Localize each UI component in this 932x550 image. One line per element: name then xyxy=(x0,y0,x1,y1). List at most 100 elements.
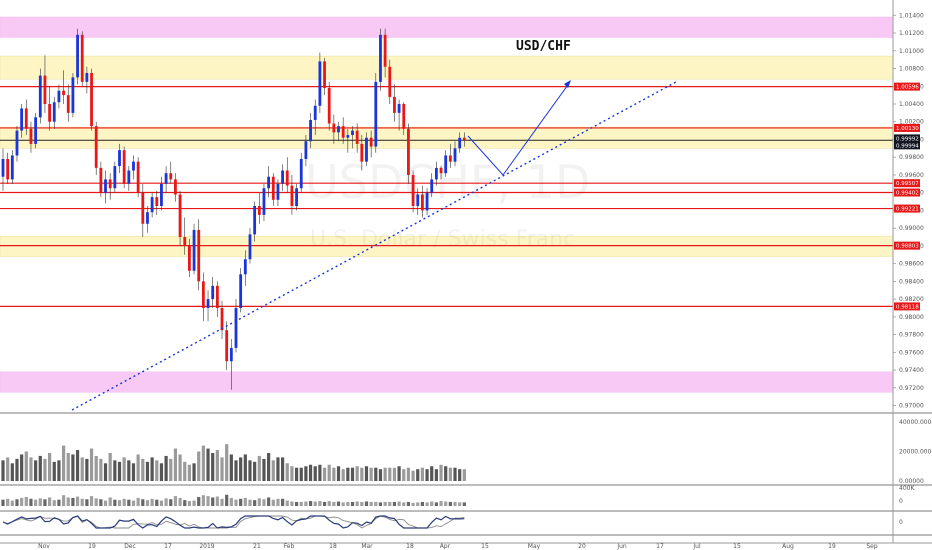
time-tick-label: Sep xyxy=(866,543,878,550)
candle-body xyxy=(397,104,401,113)
volume-bar xyxy=(369,467,373,481)
candle-body xyxy=(183,237,187,246)
time-axis[interactable]: Nov 19 Dec 17 2019 21 Feb 18 Mar 18 Apr 15 May 20 Jun 1… xyxy=(0,542,932,550)
indicator-bar xyxy=(211,497,215,506)
volume-bar xyxy=(262,458,266,481)
candle-body xyxy=(6,158,10,180)
volume-tick-label: 0.00000 xyxy=(899,478,924,485)
volume-bar xyxy=(211,452,215,481)
indicator-bar xyxy=(29,498,33,506)
volume-tick-label: 20000.00000 xyxy=(899,449,932,456)
time-tick-label: 15 xyxy=(481,543,489,550)
indicator-bar xyxy=(239,498,243,506)
time-tick-label: Dec xyxy=(124,543,136,550)
time-tick-label: 17 xyxy=(164,543,172,550)
zone-pink xyxy=(0,371,894,393)
volume-bar xyxy=(411,470,415,481)
price-label-text: 0.98118 xyxy=(896,304,919,310)
indicator-bar xyxy=(48,497,52,506)
indicator-bar xyxy=(271,499,275,506)
volume-bar xyxy=(346,467,350,481)
candle-body xyxy=(15,130,19,156)
candle-body xyxy=(229,347,233,362)
indicator-bar xyxy=(220,498,224,506)
volume-bar xyxy=(61,445,66,481)
candle-body xyxy=(323,61,326,89)
price-tick-label: 0.97800 xyxy=(899,332,924,339)
volume-bar xyxy=(187,464,191,481)
time-tick-label: Jun xyxy=(616,543,627,550)
watermark-name: U.S. Dollar / Swiss Franc xyxy=(310,227,575,252)
time-tick-label: 2019 xyxy=(199,543,214,550)
time-tick-label: Jul xyxy=(692,543,701,550)
candle-body xyxy=(281,170,284,184)
volume-bar xyxy=(402,469,406,481)
volume-bar xyxy=(253,461,257,481)
volume-bar xyxy=(234,460,238,481)
candle-body xyxy=(337,126,340,133)
candle-body xyxy=(113,166,117,189)
volume-bar xyxy=(197,451,201,481)
indicator-bar xyxy=(458,502,462,506)
indicator-bar xyxy=(304,501,308,506)
volume-bar xyxy=(304,466,308,481)
candle-body xyxy=(290,185,294,206)
watermark-symbol: USDCHF, 1D xyxy=(305,155,590,209)
volume-bar xyxy=(141,458,145,481)
candle-body xyxy=(318,61,322,106)
volume-bar xyxy=(94,455,98,481)
candle-body xyxy=(150,197,154,213)
indicator-bar xyxy=(225,494,229,506)
volume-bar xyxy=(108,452,112,481)
level-lines xyxy=(0,86,893,308)
candle-body xyxy=(351,130,354,136)
oscillator-line xyxy=(2,515,465,529)
candle-body xyxy=(197,229,201,282)
volume-bar xyxy=(43,458,47,481)
volume-bar xyxy=(10,463,14,481)
volume-bar xyxy=(150,457,154,481)
candle-body xyxy=(118,150,121,167)
indicator-bar xyxy=(402,502,406,506)
candle-body xyxy=(365,137,368,162)
volume-bar xyxy=(215,450,219,481)
volume-bar xyxy=(383,467,387,481)
indicator-bar xyxy=(416,502,420,506)
volume-bar xyxy=(285,463,289,481)
candle-body xyxy=(211,285,215,300)
zone-yellow xyxy=(0,126,894,149)
price-label-box xyxy=(894,188,920,197)
candle-body xyxy=(234,308,238,348)
candle-body xyxy=(62,90,65,96)
indicator-bar xyxy=(178,497,182,506)
candle-body xyxy=(369,137,373,147)
indicator-bar xyxy=(155,499,159,506)
indicator-bar xyxy=(169,499,173,506)
volume-bar xyxy=(327,464,331,481)
indicator-bar xyxy=(267,497,271,506)
price-tick-label: 0.99600 xyxy=(899,172,924,179)
volume-bar xyxy=(127,460,131,481)
volume-bar xyxy=(164,455,168,481)
candle-body xyxy=(276,183,280,200)
candle-body xyxy=(146,212,149,224)
price-tick-label: 0.98600 xyxy=(899,261,924,268)
zone-yellow xyxy=(0,55,894,80)
price-label-box xyxy=(894,134,920,143)
volume-bar xyxy=(355,466,359,481)
volume-bar xyxy=(173,448,178,481)
indicator-bar xyxy=(355,501,359,506)
volume-bar xyxy=(239,457,243,481)
indicator-bar xyxy=(243,497,247,506)
price-label-box xyxy=(894,179,920,188)
candle-body xyxy=(267,176,271,189)
volume-bar xyxy=(1,460,5,481)
indicator-bar xyxy=(173,496,178,506)
volume-bar xyxy=(243,454,247,481)
indicator-bar xyxy=(430,501,434,506)
time-tick-label: 17 xyxy=(656,543,664,550)
candle-body xyxy=(52,102,56,122)
